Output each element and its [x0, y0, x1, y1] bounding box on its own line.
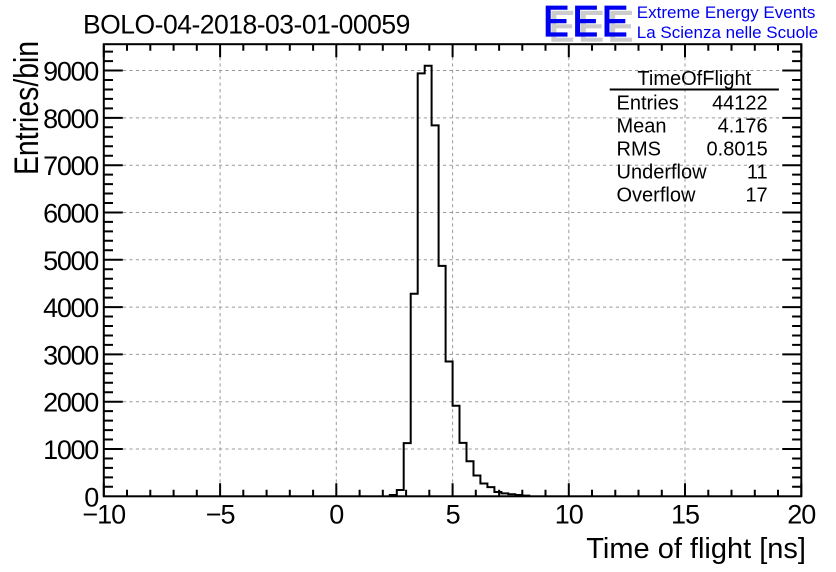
svg-text:TimeOfFlight: TimeOfFlight	[637, 68, 751, 90]
svg-text:4.176: 4.176	[718, 115, 768, 137]
svg-text:2000: 2000	[43, 388, 98, 418]
svg-text:Underflow: Underflow	[617, 162, 708, 184]
svg-text:7000: 7000	[43, 151, 98, 181]
svg-text:4000: 4000	[43, 293, 98, 323]
svg-text:9000: 9000	[43, 57, 98, 87]
svg-text:RMS: RMS	[617, 138, 661, 160]
svg-text:BOLO-04-2018-03-01-00059: BOLO-04-2018-03-01-00059	[83, 10, 410, 40]
svg-text:0: 0	[329, 500, 343, 530]
svg-text:20: 20	[787, 500, 815, 530]
svg-text:0.8015: 0.8015	[707, 138, 768, 160]
svg-text:Extreme Energy Events: Extreme Energy Events	[637, 3, 816, 22]
svg-text:Time of flight [ns]: Time of flight [ns]	[586, 533, 806, 565]
svg-text:−5: −5	[206, 500, 235, 530]
svg-text:1000: 1000	[43, 435, 98, 465]
svg-text:5000: 5000	[43, 246, 98, 276]
svg-text:5: 5	[446, 500, 460, 530]
svg-text:11: 11	[747, 162, 768, 184]
svg-text:−10: −10	[82, 500, 125, 530]
svg-text:6000: 6000	[43, 199, 98, 229]
svg-text:Entries: Entries	[617, 92, 679, 114]
svg-text:0: 0	[84, 482, 98, 512]
svg-text:15: 15	[671, 500, 699, 530]
svg-text:Entries/bin: Entries/bin	[7, 41, 45, 175]
svg-text:Overflow: Overflow	[617, 185, 696, 207]
svg-text:Mean: Mean	[617, 115, 667, 137]
svg-text:10: 10	[555, 500, 583, 530]
svg-text:La Scienza nelle Scuole: La Scienza nelle Scuole	[637, 23, 818, 42]
svg-text:44122: 44122	[712, 92, 768, 114]
svg-text:3000: 3000	[43, 340, 98, 370]
svg-text:8000: 8000	[43, 104, 98, 134]
svg-text:17: 17	[745, 185, 767, 207]
